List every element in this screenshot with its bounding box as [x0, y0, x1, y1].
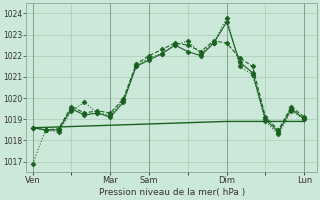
X-axis label: Pression niveau de la mer( hPa ): Pression niveau de la mer( hPa ) — [99, 188, 245, 197]
